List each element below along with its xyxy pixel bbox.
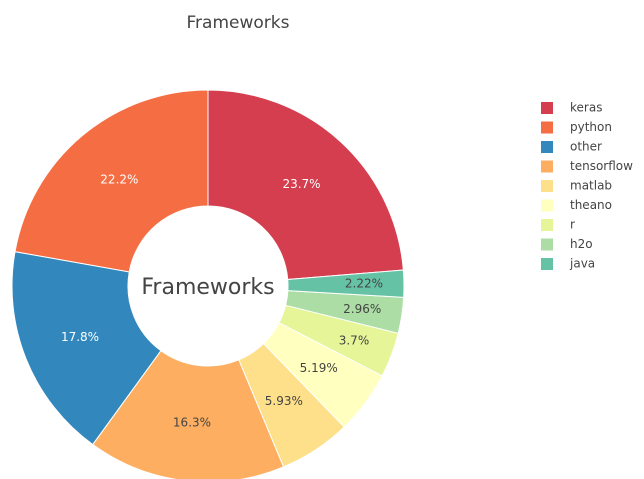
legend-swatch: [541, 199, 553, 212]
slice: [287, 269, 405, 298]
slice-label: 5.19%: [300, 361, 338, 375]
legend-label: r: [570, 218, 575, 232]
slice: [14, 89, 209, 273]
slice-label: 2.22%: [345, 277, 383, 291]
legend-label: theano: [570, 198, 612, 212]
legend-swatch: [541, 258, 553, 270]
slice: [207, 89, 404, 281]
slice: [262, 322, 383, 428]
slice-label: 22.2%: [100, 173, 138, 187]
slice: [92, 350, 285, 479]
slice-label: 23.7%: [282, 177, 320, 191]
legend-swatch: [541, 141, 553, 153]
legend-label: python: [570, 120, 612, 134]
legend-label: matlab: [570, 179, 612, 193]
slice-label: 3.7%: [339, 333, 370, 347]
legend-swatch: [541, 121, 553, 134]
legend-label: java: [569, 257, 595, 271]
center-text: Frameworks: [141, 275, 274, 300]
legend-swatch: [541, 160, 553, 173]
slice: [238, 342, 345, 468]
slice-label: 17.8%: [61, 330, 99, 344]
legend-label: tensorflow: [570, 159, 633, 173]
legend-label: keras: [570, 101, 602, 115]
slice-label: 5.93%: [265, 394, 303, 408]
slice-label: 16.3%: [173, 416, 211, 430]
slice: [278, 304, 399, 377]
chart-title: Frameworks: [187, 13, 290, 33]
slice: [11, 251, 162, 446]
legend-label: h2o: [570, 237, 593, 251]
legend-label: other: [570, 140, 602, 154]
legend-swatch: [541, 219, 553, 231]
slice: [285, 290, 405, 334]
legend-swatch: [541, 238, 553, 251]
legend-swatch: [541, 102, 553, 114]
slice-label: 2.96%: [343, 302, 381, 316]
legend-swatch: [541, 180, 553, 192]
